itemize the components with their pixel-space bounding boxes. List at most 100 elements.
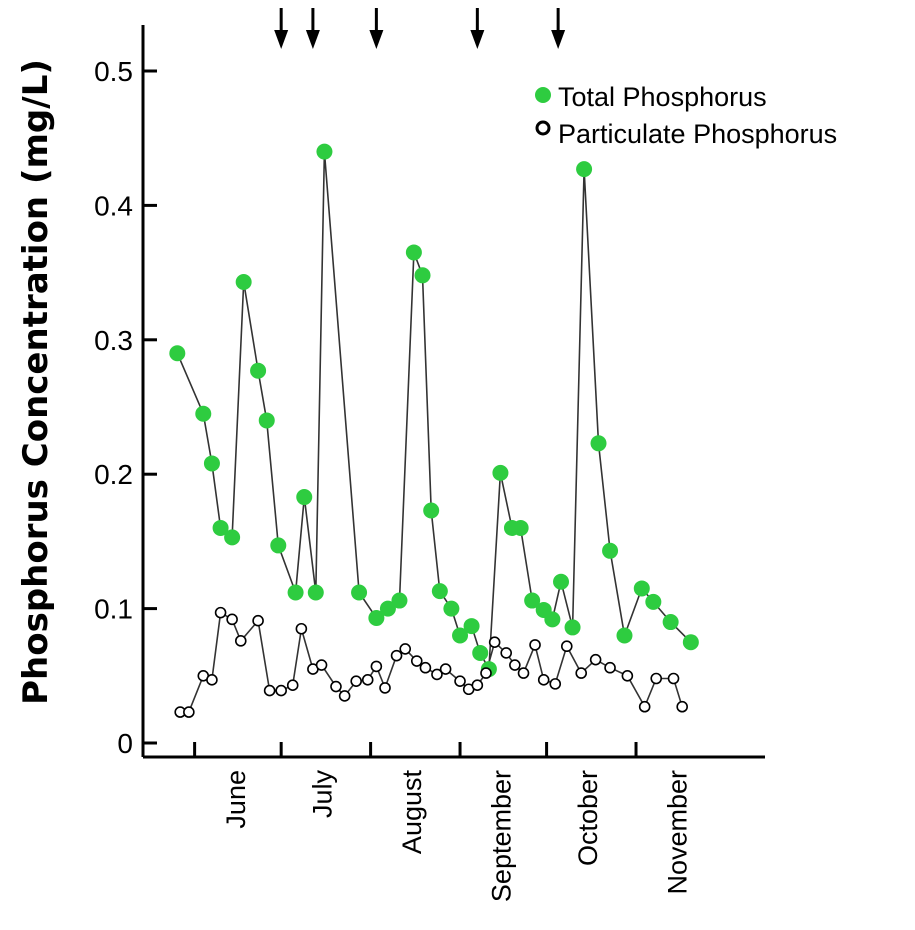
total-phosphorus-point-0 [169, 345, 186, 362]
x-tick-label-october: October [573, 770, 603, 866]
total-phosphorus-point-40 [662, 614, 679, 631]
total-phosphorus-point-8 [270, 537, 287, 554]
particulate-phosphorus-point-30 [488, 636, 501, 649]
total-phosphorus-point-10 [296, 489, 313, 506]
arrow-marker-2 [369, 8, 384, 49]
total-phosphorus-point-17 [405, 244, 422, 261]
total-phosphorus-point-22 [452, 627, 469, 644]
particulate-phosphorus-point-14 [330, 680, 342, 693]
total-phosphorus-point-12 [316, 143, 333, 160]
arrow-head-4 [551, 30, 566, 49]
particulate-phosphorus-point-18 [370, 660, 383, 673]
arrow-marker-1 [305, 8, 320, 49]
arrow-marker-0 [274, 8, 289, 49]
total-phosphorus-point-32 [553, 573, 570, 590]
total-phosphorus-point-15 [379, 600, 396, 617]
y-ticks: 0 0.1 0.2 0.3 0.4 0.5 [94, 56, 157, 759]
legend-label-particulate-phosphorus: Particulate Phosphorus [558, 119, 837, 149]
particulate-phosphorus-point-35 [537, 674, 550, 686]
particulate-phosphorus-point-15 [338, 690, 351, 702]
particulate-phosphorus-point-9 [275, 684, 287, 697]
axes [141, 25, 765, 759]
total-phosphorus-point-39 [645, 593, 662, 610]
legend-marker-total-phosphorus [535, 87, 551, 103]
total-phosphorus-point-23 [463, 618, 480, 635]
total-phosphorus-point-18 [414, 267, 431, 284]
particulate-phosphorus-point-22 [410, 655, 423, 667]
particulate-phosphorus-point-6 [234, 635, 247, 647]
particulate-phosphorus-point-23 [419, 661, 432, 674]
particulate-phosphorus-point-42 [638, 700, 651, 713]
particulate-phosphorus-point-1 [183, 706, 195, 718]
total-phosphorus-point-3 [212, 519, 229, 536]
total-phosphorus-point-31 [544, 611, 561, 628]
particulate-phosphorus-point-39 [589, 653, 602, 666]
x-tick-label-august: August [397, 770, 427, 855]
legend-label-total-phosphorus: Total Phosphorus [558, 82, 767, 112]
total-phosphorus-point-5 [235, 274, 252, 291]
particulate-phosphorus-point-4 [214, 606, 227, 619]
particulate-phosphorus-point-11 [295, 622, 308, 635]
y-tick-label-4: 0.4 [94, 190, 133, 221]
total-phosphorus-point-36 [602, 542, 619, 559]
x-tick-label-september: September [486, 770, 516, 902]
total-phosphorus-point-26 [492, 464, 509, 481]
total-phosphorus-point-9 [287, 584, 304, 601]
total-phosphorus-point-14 [368, 610, 385, 627]
total-phosphorus-point-24 [472, 644, 489, 661]
total-phosphorus-point-35 [590, 435, 607, 452]
particulate-phosphorus-point-38 [575, 667, 588, 679]
total-phosphorus-point-37 [616, 627, 633, 644]
series-line-1 [180, 611, 683, 713]
particulate-phosphorus-point-25 [439, 663, 452, 675]
x-tick-label-july: July [308, 770, 338, 819]
total-phosphorus-point-13 [351, 584, 368, 601]
particulate-phosphorus-point-20 [390, 649, 403, 662]
particulate-phosphorus-point-40 [604, 661, 616, 674]
legend-marker-particulate-phosphorus [535, 120, 551, 136]
arrow-head-0 [274, 30, 289, 49]
total-phosphorus-point-19 [423, 502, 440, 519]
particulate-phosphorus-point-28 [471, 679, 484, 692]
y-tick-label-2: 0.2 [94, 459, 133, 490]
particulate-phosphorus-point-41 [621, 669, 634, 682]
particulate-phosphorus-point-45 [676, 700, 688, 713]
particulate-phosphorus-point-19 [379, 682, 391, 694]
particulate-phosphorus-point-13 [315, 659, 328, 671]
x-ticks: June July August September October November [193, 742, 692, 902]
particulate-phosphorus-point-24 [431, 668, 443, 681]
total-phosphorus-point-6 [250, 362, 267, 379]
particulate-phosphorus-point-43 [650, 672, 663, 685]
total-phosphorus-point-28 [512, 519, 529, 536]
particulate-phosphorus-point-17 [361, 674, 374, 686]
particulate-phosphorus-point-10 [286, 679, 299, 692]
total-phosphorus-point-16 [391, 592, 408, 609]
total-phosphorus-point-11 [307, 584, 324, 601]
particulate-phosphorus-point-32 [509, 659, 521, 671]
y-tick-label-5: 0.5 [94, 56, 133, 87]
legend: Total Phosphorus Particulate Phosphorus [535, 82, 837, 149]
x-tick-label-june: June [221, 770, 251, 829]
y-tick-label-3: 0.3 [94, 325, 133, 356]
y-tick-label-1: 0.1 [94, 594, 133, 625]
particulate-phosphorus-point-33 [517, 667, 530, 679]
particulate-phosphorus-point-31 [500, 647, 513, 659]
series-line-0 [176, 151, 692, 672]
particulate-phosphorus-point-8 [263, 684, 276, 697]
y-tick-label-0: 0 [117, 728, 133, 759]
particulate-phosphorus-point-26 [454, 675, 466, 687]
arrow-head-1 [305, 30, 320, 49]
arrow-head-2 [369, 30, 384, 49]
x-tick-label-november: November [662, 770, 692, 895]
particulate-phosphorus-point-44 [667, 672, 680, 685]
total-phosphorus-point-20 [431, 583, 448, 600]
y-axis-label: Phosphorus Concentration (mg/L) [16, 59, 56, 705]
arrow-markers [274, 8, 566, 49]
particulate-phosphorus-point-34 [529, 639, 541, 651]
series-points [169, 143, 699, 718]
particulate-phosphorus-point-3 [206, 674, 218, 686]
total-phosphorus-point-38 [633, 580, 650, 597]
series-lines [176, 151, 692, 713]
total-phosphorus-point-1 [195, 405, 212, 422]
